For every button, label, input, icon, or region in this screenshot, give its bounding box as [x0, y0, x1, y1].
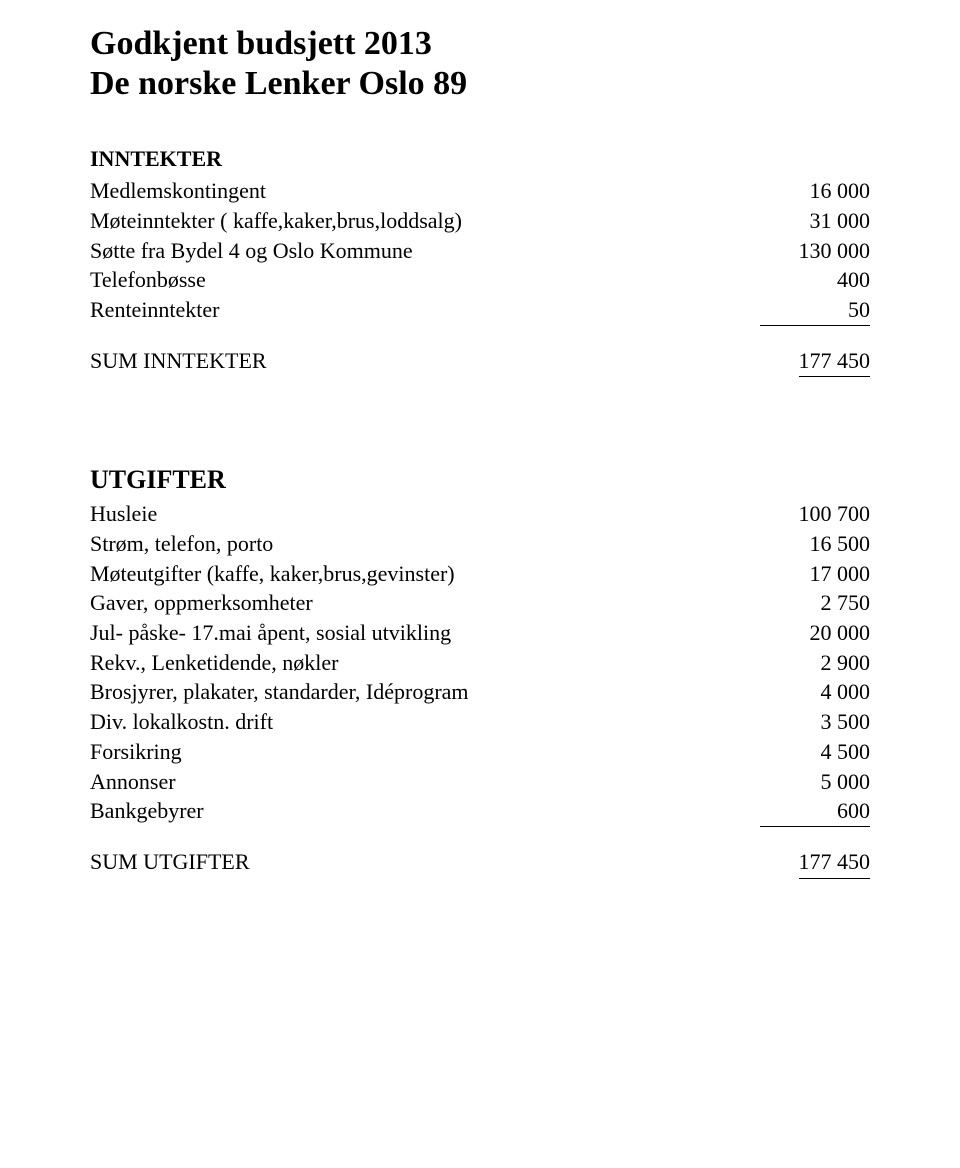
utgifter-row: Husleie 100 700 — [90, 499, 870, 529]
row-value: 4 500 — [760, 737, 870, 767]
inntekter-row: Telefonbøsse 400 — [90, 265, 870, 295]
title-line-1: Godkjent budsjett 2013 — [90, 25, 432, 62]
inntekter-sum-row: SUM INNTEKTER 177 450 — [90, 346, 870, 378]
utgifter-row: Forsikring 4 500 — [90, 737, 870, 767]
row-label: Strøm, telefon, porto — [90, 529, 760, 559]
row-value: 3 500 — [760, 707, 870, 737]
row-label: Medlemskontingent — [90, 176, 760, 206]
row-value: 600 — [760, 796, 870, 827]
row-value: 20 000 — [760, 618, 870, 648]
utgifter-row: Bankgebyrer 600 — [90, 796, 870, 827]
inntekter-section: INNTEKTER Medlemskontingent 16 000 Møtei… — [90, 146, 870, 377]
row-label: Bankgebyrer — [90, 796, 760, 826]
row-value: 5 000 — [760, 767, 870, 797]
row-value: 17 000 — [760, 559, 870, 589]
inntekter-row: Møteinntekter ( kaffe,kaker,brus,loddsal… — [90, 206, 870, 236]
row-value: 16 500 — [760, 529, 870, 559]
row-value: 2 750 — [760, 588, 870, 618]
sum-value: 177 450 — [799, 847, 871, 879]
row-value: 50 — [760, 295, 870, 326]
inntekter-row: Renteinntekter 50 — [90, 295, 870, 326]
row-value: 16 000 — [760, 176, 870, 206]
row-label: Telefonbøsse — [90, 265, 760, 295]
row-label: Annonser — [90, 767, 760, 797]
row-label: Forsikring — [90, 737, 760, 767]
utgifter-row: Møteutgifter (kaffe, kaker,brus,gevinste… — [90, 559, 870, 589]
utgifter-row: Brosjyrer, plakater, standarder, Idéprog… — [90, 677, 870, 707]
row-label: Gaver, oppmerksomheter — [90, 588, 760, 618]
utgifter-row: Jul- påske- 17.mai åpent, sosial utvikli… — [90, 618, 870, 648]
row-label: Møteutgifter (kaffe, kaker,brus,gevinste… — [90, 559, 760, 589]
row-value: 2 900 — [760, 648, 870, 678]
row-label: Møteinntekter ( kaffe,kaker,brus,loddsal… — [90, 206, 760, 236]
row-label: Renteinntekter — [90, 295, 760, 325]
utgifter-heading: UTGIFTER — [90, 465, 870, 495]
row-value: 4 000 — [760, 677, 870, 707]
row-value: 400 — [760, 265, 870, 295]
utgifter-section: UTGIFTER Husleie 100 700 Strøm, telefon,… — [90, 465, 870, 878]
utgifter-sum-row: SUM UTGIFTER 177 450 — [90, 847, 870, 879]
row-label: Brosjyrer, plakater, standarder, Idéprog… — [90, 677, 760, 707]
inntekter-row: Medlemskontingent 16 000 — [90, 176, 870, 206]
row-value: 31 000 — [760, 206, 870, 236]
row-value: 130 000 — [760, 236, 870, 266]
sum-label: SUM UTGIFTER — [90, 847, 760, 877]
sum-label: SUM INNTEKTER — [90, 346, 760, 376]
row-label: Rekv., Lenketidende, nøkler — [90, 648, 760, 678]
row-label: Husleie — [90, 499, 760, 529]
utgifter-row: Annonser 5 000 — [90, 767, 870, 797]
row-value: 100 700 — [760, 499, 870, 529]
inntekter-row: Søtte fra Bydel 4 og Oslo Kommune 130 00… — [90, 236, 870, 266]
utgifter-row: Strøm, telefon, porto 16 500 — [90, 529, 870, 559]
row-label: Søtte fra Bydel 4 og Oslo Kommune — [90, 236, 760, 266]
title-line-2: De norske Lenker Oslo 89 — [90, 65, 467, 102]
sum-value-wrap: 177 450 — [760, 346, 870, 378]
inntekter-heading: INNTEKTER — [90, 146, 870, 172]
sum-value: 177 450 — [799, 346, 871, 378]
utgifter-row: Rekv., Lenketidende, nøkler 2 900 — [90, 648, 870, 678]
page-title: Godkjent budsjett 2013 De norske Lenker … — [90, 24, 870, 104]
utgifter-row: Gaver, oppmerksomheter 2 750 — [90, 588, 870, 618]
row-label: Jul- påske- 17.mai åpent, sosial utvikli… — [90, 618, 760, 648]
sum-value-wrap: 177 450 — [760, 847, 870, 879]
utgifter-row: Div. lokalkostn. drift 3 500 — [90, 707, 870, 737]
row-label: Div. lokalkostn. drift — [90, 707, 760, 737]
